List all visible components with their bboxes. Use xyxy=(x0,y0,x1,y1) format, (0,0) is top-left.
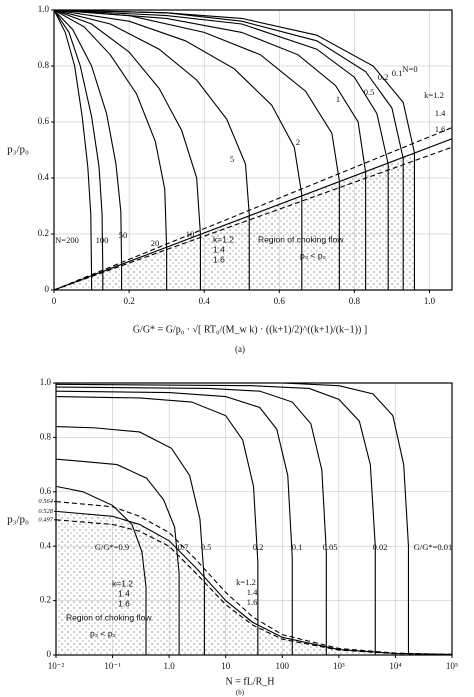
choking-region xyxy=(54,153,415,290)
curve-label: 1.4 xyxy=(435,108,446,118)
annotation: k=1.2 xyxy=(112,578,133,588)
y-tick-label: 0.6 xyxy=(38,116,50,126)
y-tick-label: 0 xyxy=(45,284,50,294)
curve-label: 1 xyxy=(336,94,340,104)
curve-label: 20 xyxy=(151,238,160,248)
curve xyxy=(54,10,201,290)
curve xyxy=(54,138,452,290)
annotation: p₃ < p₂ xyxy=(300,250,326,260)
curve xyxy=(56,519,452,655)
annotation: 1.6 xyxy=(213,254,225,264)
y-tick-label: 0.4 xyxy=(38,172,50,182)
curve xyxy=(54,10,168,290)
y-tick-label: 0.6 xyxy=(40,486,52,496)
annotation: 1.4 xyxy=(213,244,225,254)
annotation: Region of choking flow xyxy=(258,234,344,244)
curve xyxy=(54,10,93,290)
curve xyxy=(56,458,180,655)
annotation: k=1.2 xyxy=(213,234,234,244)
curve xyxy=(56,386,327,655)
y-tick-label: 0.8 xyxy=(40,431,52,441)
caption: (a) xyxy=(235,344,245,354)
curve xyxy=(54,10,389,290)
curve xyxy=(54,10,123,290)
curve xyxy=(56,383,410,655)
curve-label: 0.1 xyxy=(392,68,403,78)
x-tick-label: 10 xyxy=(221,661,231,671)
curve-label: N=0 xyxy=(402,64,417,74)
curve xyxy=(54,10,340,290)
plot: 00.20.40.60.81.00 0.2 0.4 0.6 0.8 1.0N=00.10.… xyxy=(7,4,453,354)
x-tick-label: 100 xyxy=(276,661,290,671)
curve xyxy=(56,383,376,655)
curve xyxy=(56,501,452,655)
y-tick-label: 1.0 xyxy=(40,377,52,387)
curve xyxy=(54,10,303,290)
x-tick-label: 10³ xyxy=(333,661,345,671)
curve-label: 5 xyxy=(230,154,234,164)
y-tick-label: 0.2 xyxy=(40,595,51,605)
curve xyxy=(56,485,147,655)
x-tick-label: 0.2 xyxy=(123,296,134,306)
y-tick-label: 0.4 xyxy=(40,540,52,550)
curve-label: k=1.2 xyxy=(424,90,444,100)
curve-label: k=1.2 xyxy=(236,577,256,587)
curve-label: 0.02 xyxy=(373,542,388,552)
curve-label: 0.05 xyxy=(323,542,338,552)
y-axis-label: p₃/p₀ xyxy=(7,514,29,526)
curve-label: G/G*=0.01 xyxy=(414,542,453,552)
caption: (b) xyxy=(236,689,245,697)
curve-label: 0.2 xyxy=(253,542,264,552)
curve xyxy=(54,10,104,290)
y-tick-label: 1.0 xyxy=(38,4,50,14)
curve-label: 0.2 xyxy=(378,72,389,82)
curve xyxy=(56,396,259,655)
curve xyxy=(54,146,452,290)
x-tick-label: 10⁵ xyxy=(446,661,458,671)
annotation: 1.6 xyxy=(118,598,130,608)
curve xyxy=(56,425,205,655)
plot-border xyxy=(53,9,453,291)
y-minor-tick-label: 0.564 xyxy=(38,498,53,505)
curve-label: 0.1 xyxy=(292,542,303,552)
x-tick-label: 10⁻¹ xyxy=(104,661,121,671)
y-axis-label: p₃/p₀ xyxy=(7,144,29,156)
annotation: p₃ < p₂ xyxy=(90,628,116,638)
curve-label: 1.6 xyxy=(435,124,446,134)
curve-label: N=200 xyxy=(55,235,79,245)
y-tick-label: 0 xyxy=(47,649,52,659)
annotation: 1.4 xyxy=(118,588,130,598)
x-axis-label: G/G* = G/p₀ · √[ RT₀/(M_w k) · ((k+1)/2)… xyxy=(133,324,367,335)
y-minor-tick-label: 0.528 xyxy=(38,508,53,515)
x-tick-label: 0.4 xyxy=(199,296,211,306)
y-tick-label: 0.2 xyxy=(38,228,49,238)
annotation: Region of choking flow xyxy=(66,612,152,622)
x-tick-label: 0.8 xyxy=(349,296,361,306)
x-tick-label: 0 xyxy=(52,296,57,306)
curve-label: 0.5 xyxy=(201,542,212,552)
y-tick-label: 0.8 xyxy=(38,60,50,70)
curve-label: G/G*=0.9 xyxy=(95,542,129,552)
curve xyxy=(54,10,404,290)
x-tick-label: 0.6 xyxy=(274,296,286,306)
x-tick-label: 10⁻² xyxy=(48,661,65,671)
choking-region xyxy=(56,511,452,655)
curve-label: 2 xyxy=(296,137,300,147)
y-minor-tick-label: 0.497 xyxy=(38,516,53,523)
x-axis-label: N = fL/R_H xyxy=(226,676,275,687)
curve xyxy=(54,10,367,290)
curve-label: 0.5 xyxy=(364,87,375,97)
curve-label: 1.6 xyxy=(247,597,258,607)
x-tick-label: 1.0 xyxy=(164,661,176,671)
curve xyxy=(54,10,250,290)
curve-label: 100 xyxy=(96,235,109,245)
x-tick-label: 10⁴ xyxy=(389,661,401,671)
curve-label: 50 xyxy=(119,230,128,240)
curve-label: 1.4 xyxy=(247,587,258,597)
curve xyxy=(56,510,452,655)
curve xyxy=(56,390,293,655)
x-tick-label: 1.0 xyxy=(424,296,436,306)
